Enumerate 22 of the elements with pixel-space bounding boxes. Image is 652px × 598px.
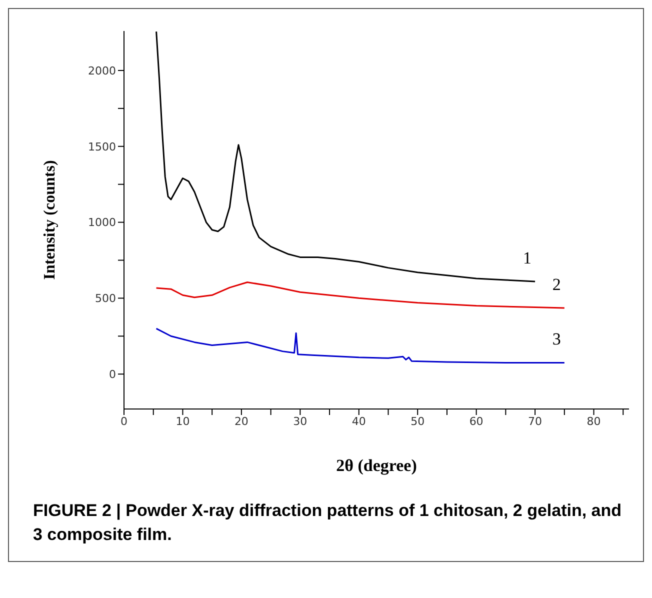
- y-tick-label: 500: [95, 292, 116, 306]
- x-tick-label: 0: [120, 414, 128, 428]
- series-label: 2: [552, 275, 561, 294]
- x-tick-label: 10: [176, 414, 190, 428]
- series-label: 3: [552, 330, 561, 349]
- x-tick-label: 20: [234, 414, 248, 428]
- x-tick-label: 50: [410, 414, 425, 428]
- series-label: 1: [523, 248, 532, 268]
- line-series: [156, 328, 566, 364]
- x-tick-label: 80: [586, 414, 601, 428]
- x-axis-title: 2θ (degree): [336, 456, 417, 475]
- x-tick-label: 60: [469, 414, 484, 428]
- y-axis-title: Intensity (counts): [42, 160, 59, 280]
- line-series: [156, 31, 536, 282]
- y-tick-label: 2000: [88, 64, 116, 78]
- x-tick-label: 40: [352, 414, 366, 428]
- y-tick-label: 0: [109, 368, 116, 381]
- caption: FIGURE 2 | Powder X-ray diffraction patterns of 1 chitosan, 2 gelatin, and 3 composite film.: [32, 500, 623, 546]
- x-tick-label: 30: [293, 414, 308, 428]
- y-tick-label: 1500: [88, 140, 116, 154]
- x-tick-label: 70: [528, 414, 542, 428]
- y-tick-label: 1000: [88, 216, 116, 230]
